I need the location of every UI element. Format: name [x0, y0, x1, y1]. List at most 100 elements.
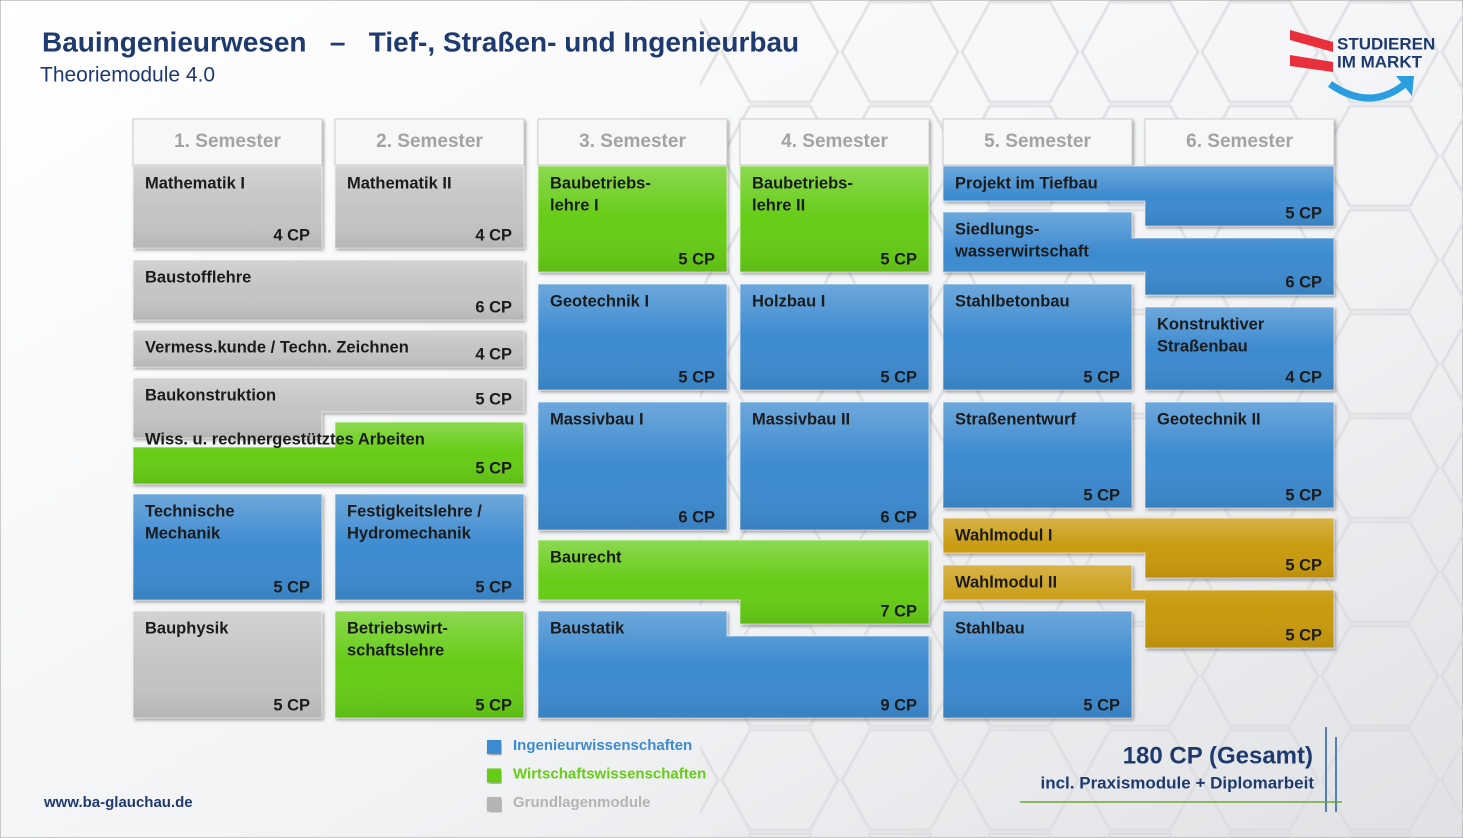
module: Straßenentwurf 5 CP	[942, 401, 1133, 509]
total-note: incl. Praxismodule + Diplomarbeit	[1041, 773, 1315, 792]
module-name: Stahlbau	[955, 619, 1025, 637]
module-name: Massivbau I	[550, 410, 644, 428]
legend-swatch	[487, 797, 501, 811]
module-cp: 5 CP	[1285, 486, 1322, 504]
module-name: schaftslehre	[347, 641, 444, 659]
module: Baustofflehre 6 CP	[132, 259, 525, 321]
semester-label: 2. Semester	[376, 131, 483, 152]
module-cp: 7 CP	[880, 602, 917, 620]
module-cp: 6 CP	[1285, 273, 1322, 291]
module-cp: 4 CP	[475, 345, 512, 363]
module-name: Siedlungs-	[955, 220, 1039, 238]
module: Wahlmodul II 5 CP	[942, 564, 1335, 649]
logo-stripe	[1290, 30, 1333, 52]
semester-header	[1144, 118, 1335, 166]
module-gloss	[133, 378, 524, 438]
logo-text: IM MARKT	[1337, 52, 1423, 71]
module-cp: 6 CP	[880, 508, 917, 526]
module: Konstruktiver Straßenbau 4 CP	[1144, 306, 1335, 391]
module-name: Wahlmodul II	[955, 573, 1057, 591]
module-gloss	[943, 611, 1132, 718]
module: Baukonstruktion 5 CP	[132, 377, 525, 439]
module-cp: 5 CP	[880, 368, 917, 386]
module: Geotechnik II 5 CP	[1144, 401, 1335, 509]
module-gloss	[335, 494, 524, 600]
module: Mathematik II 4 CP	[334, 165, 525, 249]
semester-label: 3. Semester	[579, 131, 686, 152]
module-gloss	[943, 212, 1334, 295]
module: Baustatik 9 CP	[537, 610, 930, 719]
semester-label: 6. Semester	[1186, 131, 1293, 152]
module-name: Mathematik II	[347, 174, 452, 192]
module-gloss	[943, 518, 1334, 578]
module-name: Baurecht	[550, 548, 622, 566]
module: Massivbau I 6 CP	[537, 401, 728, 531]
module-name: Konstruktiver	[1157, 315, 1265, 333]
semester-header	[537, 118, 728, 166]
semester-header	[942, 118, 1133, 166]
module-name: Stahlbetonbau	[955, 292, 1070, 310]
module-name: Technische	[145, 502, 235, 520]
semester-header	[739, 118, 930, 166]
legend-swatch	[487, 768, 501, 783]
module-name: Baubetriebs-	[752, 174, 853, 192]
module-gloss	[538, 166, 727, 272]
module-cp: 5 CP	[880, 250, 917, 268]
module-name: Mechanik	[145, 524, 221, 542]
semester-header	[132, 118, 323, 166]
module-gloss	[943, 166, 1334, 226]
module-gloss	[335, 166, 524, 248]
module-gloss	[335, 611, 524, 718]
module-cp: 9 CP	[880, 696, 917, 714]
module: Baubetriebs-lehre I 5 CP	[537, 165, 728, 273]
module-cp: 5 CP	[678, 250, 715, 268]
module-cp: 5 CP	[1083, 368, 1120, 386]
total: 180 CP (Gesamt)	[1123, 742, 1313, 769]
module-name: Straßenentwurf	[955, 410, 1077, 428]
module-cp: 5 CP	[678, 368, 715, 386]
logo-text: STUDIEREN	[1337, 34, 1435, 53]
module-name: Hydromechanik	[347, 524, 472, 542]
module-name: Mathematik I	[145, 174, 245, 192]
module-gloss	[133, 422, 524, 484]
logo-arrowhead	[1396, 76, 1414, 96]
module-name: Bauphysik	[145, 619, 229, 637]
module-cp: 5 CP	[475, 578, 512, 596]
website: www.ba-glauchau.de	[43, 794, 193, 811]
module-gloss	[538, 284, 727, 390]
module-cp: 4 CP	[475, 226, 512, 244]
module-cp: 5 CP	[475, 459, 512, 477]
module-cp: 5 CP	[1083, 486, 1120, 504]
module-cp: 4 CP	[273, 226, 310, 244]
module-name: Geotechnik II	[1157, 410, 1261, 428]
module: Wahlmodul I 5 CP	[942, 517, 1335, 579]
module-grid: 1. Semester 2. Semester 3. Semester 4. Seme…	[132, 118, 1335, 719]
logo: STUDIEREN IM MARKT	[1290, 30, 1435, 102]
module: Projekt im Tiefbau 5 CP	[942, 165, 1335, 227]
module: Wiss. u. rechnergestütztes Arbeiten 5 CP	[132, 421, 525, 485]
logo-stripe	[1290, 55, 1333, 72]
module-gloss	[133, 260, 524, 320]
module-name: Straßenbau	[1157, 337, 1248, 355]
module-gloss	[538, 402, 727, 530]
title: Bauingenieurwesen – Tief-, Straßen- und …	[42, 26, 799, 57]
subtitle: Theoriemodule 4.0	[40, 64, 215, 87]
module-name: lehre I	[550, 196, 599, 214]
module-name: lehre II	[752, 196, 805, 214]
module-gloss	[943, 284, 1132, 390]
module-cp: 5 CP	[273, 578, 310, 596]
module-gloss	[133, 611, 322, 718]
module: Siedlungs-wasserwirtschaft 6 CP	[942, 211, 1335, 296]
semester-label: 1. Semester	[174, 131, 281, 152]
module-gloss	[740, 166, 929, 272]
module-cp: 5 CP	[1285, 204, 1322, 222]
module-name: wasserwirtschaft	[954, 242, 1089, 260]
module-cp: 5 CP	[1083, 696, 1120, 714]
module: Stahlbetonbau 5 CP	[942, 283, 1133, 391]
module-name: Geotechnik I	[550, 292, 649, 310]
module-gloss	[1145, 402, 1334, 508]
module-name: Baubetriebs-	[550, 174, 651, 192]
legend-swatch	[487, 740, 501, 754]
module-gloss	[538, 611, 929, 718]
